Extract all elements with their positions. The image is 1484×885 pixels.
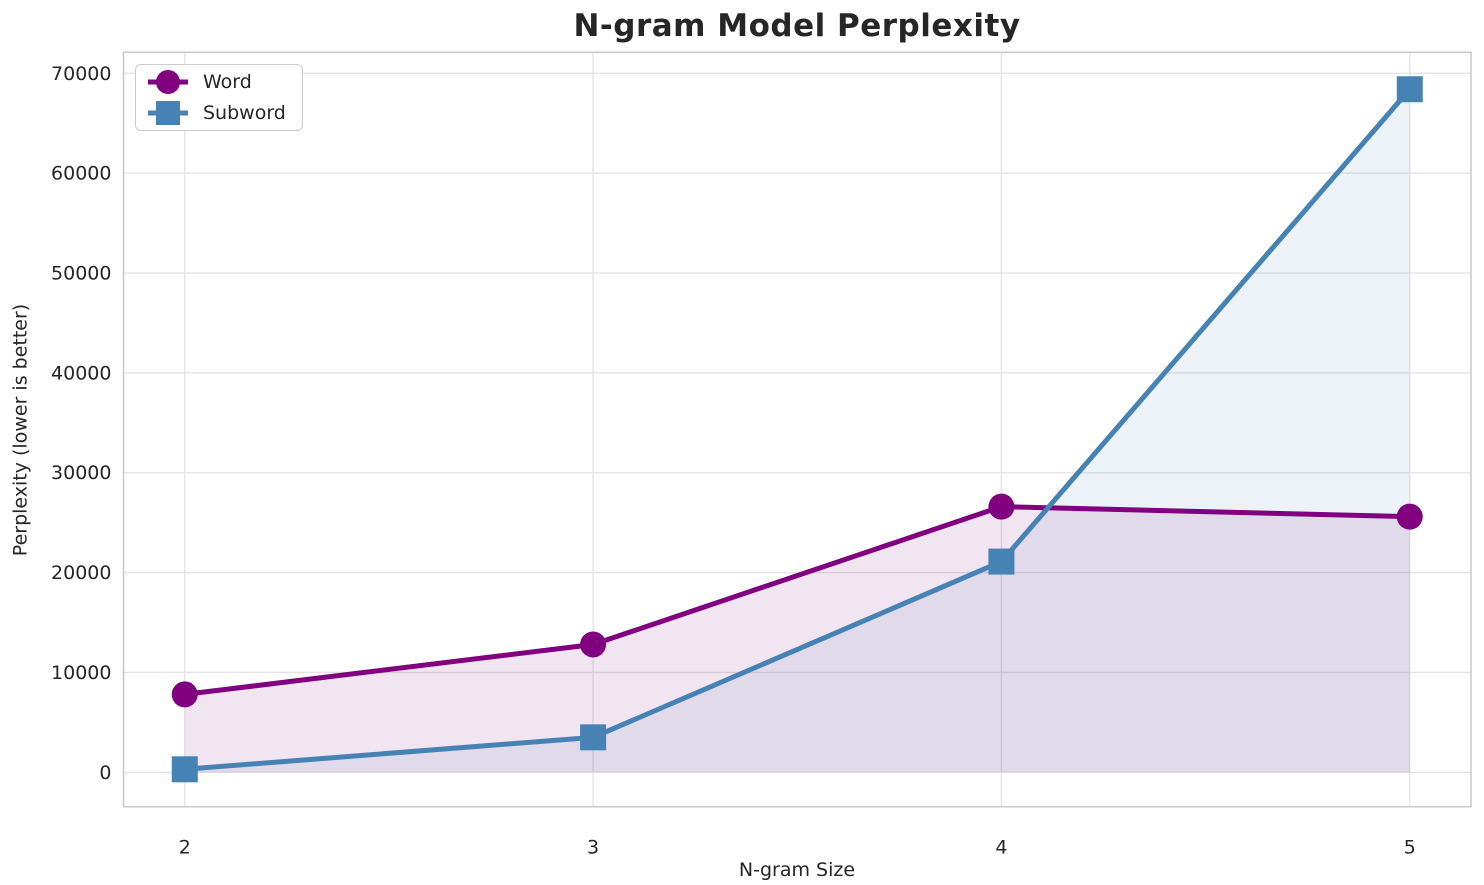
y-tick-label: 20000 — [51, 562, 111, 584]
tick-labels: 0 10000 20000 30000 40000 50000 60000 70000 2 3 4 5 — [51, 63, 1416, 859]
legend-label-subword: Subword — [203, 101, 286, 124]
chart-title: N-gram Model Perplexity — [573, 8, 1021, 44]
word-area-fill — [184, 506, 1410, 773]
subword-data-point-marker — [988, 548, 1015, 575]
subword-data-point-marker — [1396, 76, 1423, 103]
subword-line-square-marker-icon — [148, 101, 188, 125]
legend: Word Subword — [135, 64, 303, 131]
subword-data-point-marker — [580, 724, 607, 751]
word-data-point-marker — [988, 493, 1015, 520]
subword-line — [182, 86, 1413, 772]
x-tick-label: 2 — [179, 837, 191, 859]
gridlines — [123, 52, 1471, 807]
legend-item-subword: Subword — [146, 100, 288, 126]
x-tick-label: 4 — [995, 837, 1007, 859]
y-tick-label: 0 — [99, 762, 111, 784]
word-data-point-marker — [1396, 503, 1423, 530]
axes-spines — [122, 51, 1472, 808]
y-tick-label: 40000 — [51, 362, 111, 384]
x-tick-label: 5 — [1404, 837, 1416, 859]
word-data-point-marker — [171, 681, 198, 708]
subword-area-fill — [184, 89, 1410, 773]
legend-item-word: Word — [146, 69, 288, 95]
word-series — [171, 493, 1423, 708]
subword-data-point-marker — [171, 756, 198, 783]
word-data-point-marker — [580, 631, 607, 658]
y-tick-label: 30000 — [51, 462, 111, 484]
legend-label-word: Word — [203, 70, 252, 93]
word-line — [182, 504, 1413, 697]
word-line-circle-marker-icon — [148, 70, 188, 94]
x-tick-label: 3 — [587, 837, 599, 859]
y-tick-label: 50000 — [51, 262, 111, 284]
y-tick-label: 60000 — [51, 163, 111, 185]
y-tick-label: 10000 — [51, 662, 111, 684]
y-tick-label: 70000 — [51, 63, 111, 85]
subword-series — [171, 76, 1423, 783]
x-axis-label: N-gram Size — [738, 859, 856, 881]
